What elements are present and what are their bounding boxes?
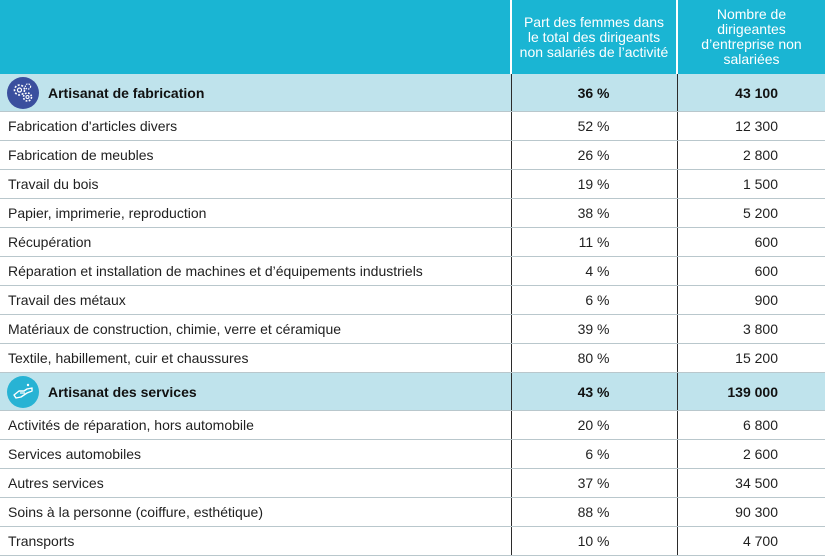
- row-share: 4 %: [511, 256, 678, 286]
- table-row: Textile, habillement, cuir et chaussures…: [0, 343, 825, 373]
- row-share: 38 %: [511, 198, 678, 228]
- row-share: 20 %: [511, 410, 678, 440]
- table-header: Part des femmes dans le total des dirige…: [0, 0, 825, 74]
- row-count: 15 200: [677, 343, 825, 373]
- table-row: Activités de réparation, hors automobile…: [0, 410, 825, 440]
- row-count: 900: [677, 285, 825, 315]
- row-label: Matériaux de construction, chimie, verre…: [0, 314, 512, 344]
- section-label-cell: Artisanat de fabrication: [0, 74, 512, 112]
- section-count: 43 100: [677, 74, 825, 112]
- row-share: 26 %: [511, 140, 678, 170]
- table-row: Réparation et installation de machines e…: [0, 256, 825, 286]
- row-share: 88 %: [511, 497, 678, 527]
- row-count: 2 600: [677, 439, 825, 469]
- row-label: Fabrication de meubles: [0, 140, 512, 170]
- row-label: Récupération: [0, 227, 512, 257]
- row-label: Fabrication d'articles divers: [0, 111, 512, 141]
- table-row: Autres services 37 % 34 500: [0, 468, 825, 498]
- row-label: Travail des métaux: [0, 285, 512, 315]
- row-label: Travail du bois: [0, 169, 512, 199]
- row-share: 6 %: [511, 439, 678, 469]
- row-count: 3 800: [677, 314, 825, 344]
- row-label: Réparation et installation de machines e…: [0, 256, 512, 286]
- row-count: 6 800: [677, 410, 825, 440]
- table-row: Travail du bois 19 % 1 500: [0, 169, 825, 199]
- header-blank-cell: [0, 0, 512, 74]
- row-share: 52 %: [511, 111, 678, 141]
- table-row: Récupération 11 % 600: [0, 227, 825, 257]
- row-label: Services automobiles: [0, 439, 512, 469]
- row-share: 19 %: [511, 169, 678, 199]
- header-row: Part des femmes dans le total des dirige…: [0, 0, 825, 74]
- row-label: Soins à la personne (coiffure, esthétiqu…: [0, 497, 512, 527]
- section-label: Artisanat des services: [48, 383, 197, 400]
- section-label: Artisanat de fabrication: [48, 84, 205, 101]
- section-label-cell: Artisanat des services: [0, 372, 512, 411]
- header-count: Nombre de dirigeantes d’entreprise non s…: [677, 0, 825, 74]
- row-share: 10 %: [511, 526, 678, 556]
- section-row: Artisanat de fabrication 36 % 43 100: [0, 74, 825, 112]
- handshake-icon: [7, 375, 39, 408]
- table-row: Travail des métaux 6 % 900: [0, 285, 825, 315]
- row-label: Transports: [0, 526, 512, 556]
- row-label: Autres services: [0, 468, 512, 498]
- row-label: Papier, imprimerie, reproduction: [0, 198, 512, 228]
- table-body: Artisanat de fabrication 36 % 43 100 Fabric…: [0, 74, 825, 556]
- row-share: 11 %: [511, 227, 678, 257]
- table-row: Papier, imprimerie, reproduction 38 % 5 20…: [0, 198, 825, 228]
- table-row: Soins à la personne (coiffure, esthétiqu…: [0, 497, 825, 527]
- row-count: 90 300: [677, 497, 825, 527]
- section-count: 139 000: [677, 372, 825, 411]
- section-row: Artisanat des services 43 % 139 000: [0, 372, 825, 411]
- row-share: 39 %: [511, 314, 678, 344]
- header-share: Part des femmes dans le total des dirige…: [511, 0, 678, 74]
- row-count: 12 300: [677, 111, 825, 141]
- gears-icon: [7, 76, 39, 109]
- table-row: Matériaux de construction, chimie, verre…: [0, 314, 825, 344]
- row-share: 6 %: [511, 285, 678, 315]
- row-share: 37 %: [511, 468, 678, 498]
- table-row: Fabrication de meubles 26 % 2 800: [0, 140, 825, 170]
- row-label: Activités de réparation, hors automobile: [0, 410, 512, 440]
- row-count: 34 500: [677, 468, 825, 498]
- row-count: 2 800: [677, 140, 825, 170]
- row-count: 5 200: [677, 198, 825, 228]
- row-label: Textile, habillement, cuir et chaussures: [0, 343, 512, 373]
- table-row: Fabrication d'articles divers 52 % 12 300: [0, 111, 825, 141]
- section-share: 43 %: [511, 372, 678, 411]
- row-count: 600: [677, 256, 825, 286]
- table-row: Services automobiles 6 % 2 600: [0, 439, 825, 469]
- section-share: 36 %: [511, 74, 678, 112]
- row-count: 4 700: [677, 526, 825, 556]
- table-row: Transports 10 % 4 700: [0, 526, 825, 556]
- row-count: 1 500: [677, 169, 825, 199]
- row-share: 80 %: [511, 343, 678, 373]
- row-count: 600: [677, 227, 825, 257]
